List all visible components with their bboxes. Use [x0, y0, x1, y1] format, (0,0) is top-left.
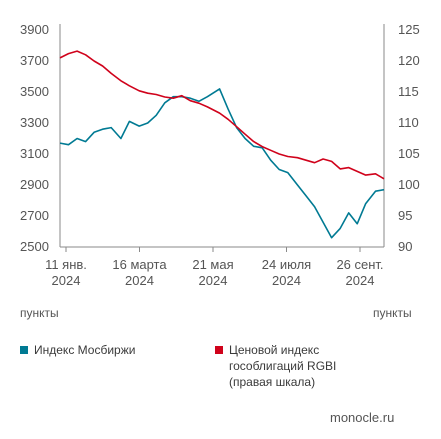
- legend-label-rgbi: Ценовой индекс гособлигаций RGBI (правая…: [229, 343, 337, 389]
- x-tick-label: 11 янв. 2024: [45, 257, 87, 288]
- y-left-tick-label: 2900: [20, 177, 49, 192]
- moex-index-line: [59, 88, 385, 239]
- legend-swatch-moex: [20, 346, 28, 354]
- y-left-tick-label: 3500: [20, 84, 49, 99]
- y-right-tick-label: 105: [398, 146, 420, 161]
- y-left-tick-label: 3900: [20, 22, 49, 37]
- y-right-tick-label: 120: [398, 53, 420, 68]
- left-axis-unit: пункты: [20, 306, 59, 320]
- legend-swatch-rgbi: [215, 346, 223, 354]
- y-right-tick-label: 115: [398, 84, 419, 99]
- y-right-tick-label: 110: [398, 115, 419, 130]
- y-left-tick-label: 2700: [20, 208, 49, 223]
- y-left-tick-label: 3100: [20, 146, 49, 161]
- line-chart: 2500 2700 2900 3100 3300 3500 3700 3900 90 95 100 1…: [20, 22, 420, 288]
- y-left-tick-label: 3700: [20, 53, 49, 68]
- source-label: monocle.ru: [330, 410, 395, 425]
- rgbi-index-line: [59, 50, 385, 180]
- y-right-tick-label: 125: [398, 22, 420, 37]
- right-axis-unit: пункты: [373, 306, 412, 320]
- y-left-tick-label: 3300: [20, 115, 49, 130]
- x-tick-label: 21 мая 2024: [192, 257, 233, 288]
- x-tick-label: 26 сент. 2024: [336, 257, 383, 288]
- legend-label-moex: Индекс Мосбиржи: [34, 343, 136, 357]
- y-right-tick-label: 95: [398, 208, 412, 223]
- x-tick-label: 24 июля 2024: [262, 257, 311, 288]
- x-tick-label: 16 марта 2024: [112, 257, 167, 288]
- y-right-tick-label: 90: [398, 239, 412, 254]
- y-right-tick-label: 100: [398, 177, 420, 192]
- y-left-tick-label: 2500: [20, 239, 49, 254]
